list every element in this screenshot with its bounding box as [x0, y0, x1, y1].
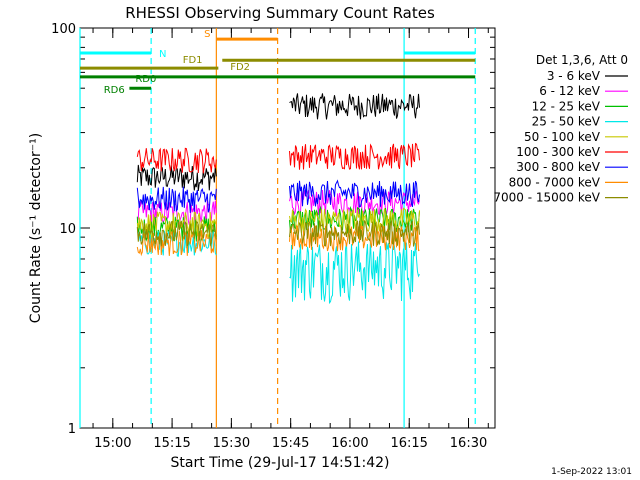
legend-label: 7000 - 15000 keV [493, 191, 600, 205]
x-tick-label: 16:00 [331, 436, 368, 451]
x-tick-label: 15:00 [94, 436, 131, 451]
series-trace [136, 207, 420, 239]
flag-label: S [204, 29, 210, 40]
legend-label: 6 - 12 keV [539, 84, 601, 98]
flag-label: FD2 [230, 62, 250, 73]
legend-label: 50 - 100 keV [524, 130, 601, 144]
chart-title: RHESSI Observing Summary Count Rates [125, 4, 435, 22]
legend-title: Det 1,3,6, Att 0 [536, 53, 628, 67]
series-trace [136, 142, 420, 174]
flag-label: RD6 [104, 85, 125, 96]
flag-label: FD1 [183, 55, 203, 66]
legend-label: 300 - 800 keV [516, 160, 600, 174]
series-trace [136, 179, 420, 213]
legend-label: 12 - 25 keV [532, 99, 601, 113]
y-axis-label: Count Rate (s⁻¹ detector⁻¹) [28, 133, 44, 323]
x-tick-label: 15:30 [213, 436, 250, 451]
x-tick-label: 16:15 [390, 436, 427, 451]
legend-label: 100 - 300 keV [516, 145, 600, 159]
legend-label: 800 - 7000 keV [509, 175, 601, 189]
plot-area: 1 10 100 15:00 15:15 15:30 15:45 16:00 16:15 16:3… [51, 22, 496, 451]
legend-label: 3 - 6 keV [547, 69, 601, 83]
footer-date: 1-Sep-2022 13:01 [551, 467, 632, 477]
flag-label: N [159, 49, 166, 60]
series-trace [136, 93, 420, 191]
y-tick-label: 1 [68, 422, 76, 437]
x-axis-label: Start Time (29-Jul-17 14:51:42) [170, 455, 389, 471]
legend-label: 25 - 50 keV [532, 115, 601, 129]
y-tick-label: 100 [51, 22, 76, 37]
series-trace [136, 189, 420, 226]
flag-label: RD0 [135, 74, 156, 85]
series-trace [136, 220, 420, 247]
y-tick-label: 10 [59, 222, 76, 237]
x-tick-label: 16:30 [450, 436, 487, 451]
x-tick-label: 15:45 [272, 436, 309, 451]
x-tick-label: 15:15 [153, 436, 190, 451]
